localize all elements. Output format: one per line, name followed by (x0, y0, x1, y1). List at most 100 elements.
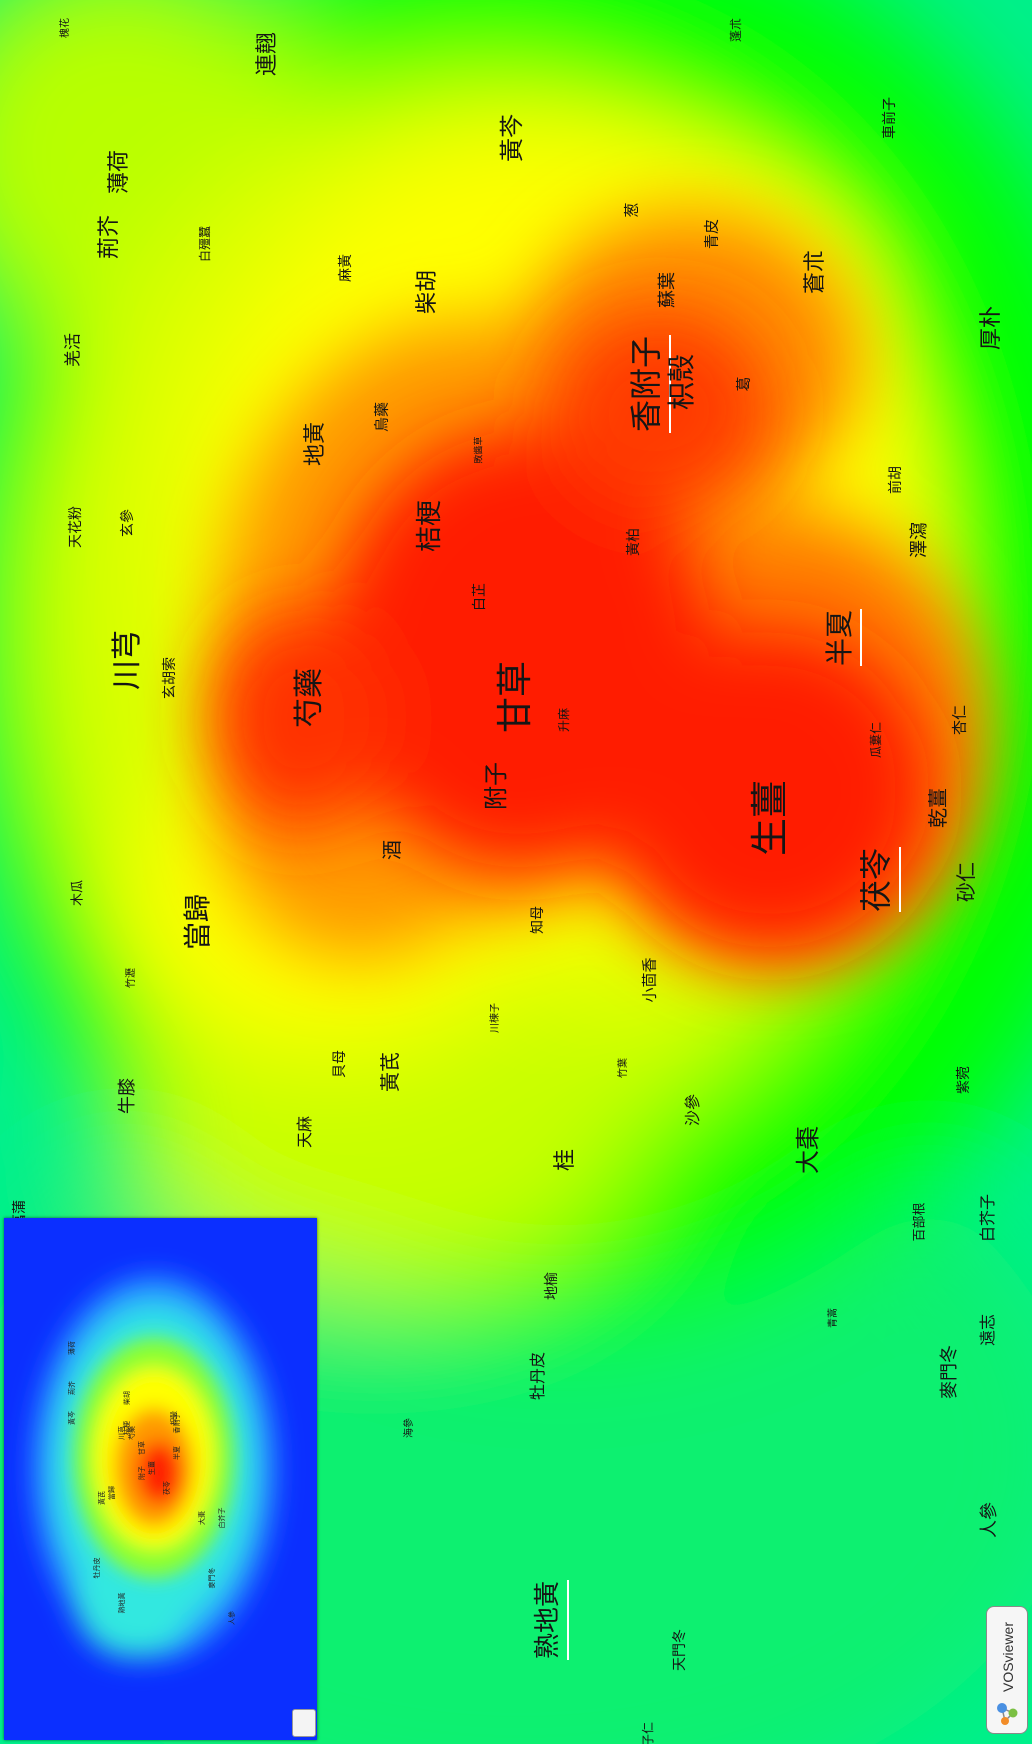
term-label[interactable]: 玄參 (120, 509, 136, 537)
term-label[interactable]: 牛膝 (117, 1078, 138, 1114)
minimap-term-label: 附子 (137, 1466, 146, 1480)
selected-term-underline (899, 847, 901, 912)
minimap-term-label: 荊芥 (67, 1381, 76, 1395)
term-label[interactable]: 連翹 (255, 31, 280, 77)
vosviewer-badge: VOSviewer (986, 1606, 1028, 1734)
minimap-term-label: 甘草 (137, 1441, 146, 1455)
term-label[interactable]: 茯苓 (857, 847, 895, 913)
term-label[interactable]: 地榆 (544, 1272, 560, 1300)
term-label[interactable]: 天麻 (295, 1115, 314, 1149)
term-label[interactable]: 大棗 (794, 1126, 822, 1174)
selected-term-underline (860, 609, 862, 666)
minimap-term-label: 當歸 (107, 1486, 116, 1500)
term-label[interactable]: 小茴香 (640, 957, 659, 1003)
term-label[interactable]: 槐花 (60, 18, 71, 38)
term-label[interactable]: 香附子 (627, 335, 665, 433)
minimap-term-label: 芍藥 (127, 1426, 136, 1440)
minimap-term-label: 香附子 (172, 1413, 181, 1434)
term-label[interactable]: 黃柏 (626, 528, 642, 556)
term-label[interactable]: 敗醬草 (474, 436, 485, 464)
minimap-term-label: 薄荷 (67, 1341, 76, 1355)
vosviewer-badge-text: VOSviewer (1000, 1621, 1016, 1693)
term-label[interactable]: 芍藥 (292, 668, 327, 728)
term-label[interactable]: 白芷 (472, 583, 488, 611)
term-label[interactable]: 黃芪 (378, 1052, 402, 1092)
term-label[interactable]: 知母 (530, 906, 546, 934)
term-label[interactable]: 川芎 (110, 630, 145, 690)
term-label[interactable]: 熟地黃 (533, 1580, 563, 1660)
term-label[interactable]: 地黃 (303, 421, 328, 467)
term-label[interactable]: 葱 (622, 202, 641, 218)
term-label[interactable]: 沙參 (683, 1093, 702, 1127)
term-label[interactable]: 玄胡索 (162, 657, 178, 699)
term-label[interactable]: 青蒿 (828, 1308, 839, 1328)
term-label[interactable]: 甘草 (495, 660, 536, 734)
minimap-term-label: 生薑 (147, 1461, 156, 1475)
minimap-term-label: 人參 (227, 1611, 236, 1625)
term-label[interactable]: 木瓜 (70, 879, 86, 907)
minimap-term-label: 川芎 (117, 1426, 126, 1440)
term-label[interactable]: 烏藥 (372, 401, 391, 433)
term-label[interactable]: 桂 (553, 1148, 578, 1172)
term-label[interactable]: 遠志 (978, 1313, 997, 1347)
term-label[interactable]: 杏仁 (950, 704, 969, 736)
term-label[interactable]: 人參 (979, 1502, 1000, 1538)
minimap-term-label: 茯苓 (162, 1481, 171, 1495)
term-label[interactable]: 竹葉 (618, 1058, 629, 1078)
term-label[interactable]: 荊芥 (97, 214, 122, 260)
term-label[interactable]: 天花粉 (68, 506, 84, 548)
term-label[interactable]: 生薑 (748, 779, 792, 857)
term-label[interactable]: 白芥子 (978, 1193, 997, 1243)
minimap-term-label: 白芥子 (217, 1508, 226, 1529)
term-label[interactable]: 桔梗 (415, 499, 445, 553)
minimap-term-label: 黃芪 (97, 1491, 106, 1505)
selected-term-underline (669, 335, 671, 433)
term-label[interactable]: 麥門冬 (939, 1345, 960, 1399)
term-label[interactable]: 砂仁 (954, 862, 978, 902)
term-label[interactable]: 升麻 (557, 707, 571, 733)
term-label[interactable]: 竹瀝 (126, 968, 137, 988)
term-label[interactable]: 白殭蠶 (198, 225, 212, 263)
term-label[interactable]: 半夏 (823, 609, 856, 667)
minimap-term-label: 熟地黃 (117, 1593, 126, 1614)
term-label[interactable]: 薄荷 (107, 149, 132, 195)
term-label[interactable]: 天門冬 (672, 1629, 688, 1671)
term-label[interactable]: 柴胡 (415, 269, 440, 315)
term-label[interactable]: 蘇葉 (657, 272, 678, 308)
term-label[interactable]: 澤瀉 (909, 522, 930, 558)
term-label[interactable]: 牡丹皮 (528, 1351, 547, 1401)
selected-term-underline (567, 1580, 569, 1660)
term-label[interactable]: 當歸 (181, 893, 214, 951)
term-label[interactable]: 車前子 (882, 97, 898, 139)
term-label[interactable]: 蓬朮 (729, 17, 743, 43)
term-label[interactable]: 百部根 (912, 1202, 928, 1242)
minimap-term-label: 柴胡 (122, 1391, 131, 1405)
minimap-logo-icon (292, 1709, 316, 1737)
term-label[interactable]: 川楝子 (490, 1003, 501, 1033)
term-label[interactable]: 乾薑 (926, 788, 950, 828)
term-label[interactable]: 青皮 (702, 218, 721, 250)
term-label[interactable]: 黃芩 (498, 114, 526, 162)
overview-minimap[interactable]: 生薑 茯苓 甘草 川芎 當歸 芍藥 半夏 香附子 熟地黃 枳殼 附子 大棗 桔梗 黃芪 柴胡 荊芥 薄荷 黃芩 牡丹… (4, 1218, 317, 1740)
term-label[interactable]: 附子 (482, 762, 510, 810)
term-label[interactable]: 紫菀 (956, 1066, 972, 1094)
term-label[interactable]: 海參 (404, 1418, 415, 1438)
term-label[interactable]: 瓜蔞仁 (869, 721, 883, 759)
term-label[interactable]: 蒼朮 (803, 249, 828, 295)
term-label[interactable]: 酒 (380, 840, 404, 860)
minimap-term-label: 大棗 (197, 1511, 206, 1525)
term-label[interactable]: 子仁 (641, 1721, 655, 1744)
term-label[interactable]: 枳殼 (665, 353, 698, 411)
minimap-term-label: 牡丹皮 (92, 1558, 101, 1579)
term-label[interactable]: 羌活 (63, 333, 84, 367)
minimap-term-label: 桔梗 (122, 1421, 131, 1435)
term-label[interactable]: 厚朴 (979, 305, 1004, 351)
term-label[interactable]: 前胡 (888, 466, 904, 494)
term-label[interactable]: 葛 (734, 376, 753, 392)
term-label[interactable]: 麻黃 (338, 254, 354, 282)
minimap-term-label: 枳殼 (169, 1411, 178, 1425)
term-label[interactable]: 貝母 (332, 1050, 348, 1078)
